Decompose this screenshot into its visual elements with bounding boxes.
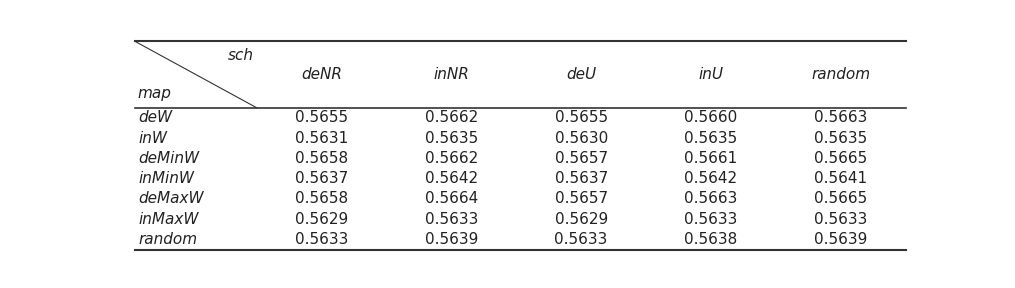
Text: 0.5633: 0.5633 <box>814 212 868 227</box>
Text: map: map <box>137 86 171 101</box>
Text: deU: deU <box>566 67 596 82</box>
Text: 0.5663: 0.5663 <box>814 110 868 125</box>
Text: 0.5662: 0.5662 <box>424 110 478 125</box>
Text: 0.5661: 0.5661 <box>684 151 738 166</box>
Text: 0.5658: 0.5658 <box>295 151 348 166</box>
Text: 0.5660: 0.5660 <box>684 110 738 125</box>
Text: 0.5631: 0.5631 <box>295 131 348 146</box>
Text: deW: deW <box>139 110 173 125</box>
Text: 0.5665: 0.5665 <box>814 151 868 166</box>
Text: 0.5657: 0.5657 <box>554 192 608 206</box>
Text: 0.5662: 0.5662 <box>424 151 478 166</box>
Text: 0.5663: 0.5663 <box>684 192 738 206</box>
Text: 0.5664: 0.5664 <box>424 192 478 206</box>
Text: 0.5639: 0.5639 <box>814 232 868 247</box>
Text: 0.5633: 0.5633 <box>295 232 348 247</box>
Text: 0.5629: 0.5629 <box>295 212 348 227</box>
Text: 0.5639: 0.5639 <box>424 232 478 247</box>
Text: 0.5658: 0.5658 <box>295 192 348 206</box>
Text: 0.5642: 0.5642 <box>425 171 478 186</box>
Text: deMinW: deMinW <box>139 151 200 166</box>
Text: random: random <box>811 67 870 82</box>
Text: 0.5655: 0.5655 <box>295 110 348 125</box>
Text: 0.5635: 0.5635 <box>684 131 738 146</box>
Text: 0.5633: 0.5633 <box>554 232 608 247</box>
Text: inNR: inNR <box>433 67 469 82</box>
Text: inU: inU <box>698 67 724 82</box>
Text: 0.5638: 0.5638 <box>684 232 738 247</box>
Text: 0.5635: 0.5635 <box>814 131 868 146</box>
Text: inMaxW: inMaxW <box>139 212 199 227</box>
Text: sch: sch <box>228 48 255 63</box>
Text: random: random <box>139 232 198 247</box>
Text: inW: inW <box>139 131 167 146</box>
Text: 0.5665: 0.5665 <box>814 192 868 206</box>
Text: 0.5641: 0.5641 <box>814 171 867 186</box>
Text: 0.5642: 0.5642 <box>684 171 738 186</box>
Text: 0.5637: 0.5637 <box>295 171 348 186</box>
Text: 0.5635: 0.5635 <box>424 131 478 146</box>
Text: deMaxW: deMaxW <box>139 192 204 206</box>
Text: 0.5655: 0.5655 <box>554 110 608 125</box>
Text: 0.5633: 0.5633 <box>424 212 478 227</box>
Text: deNR: deNR <box>301 67 342 82</box>
Text: inMinW: inMinW <box>139 171 195 186</box>
Text: 0.5629: 0.5629 <box>554 212 608 227</box>
Text: 0.5657: 0.5657 <box>554 151 608 166</box>
Text: 0.5637: 0.5637 <box>554 171 608 186</box>
Text: 0.5630: 0.5630 <box>554 131 608 146</box>
Text: 0.5633: 0.5633 <box>684 212 738 227</box>
